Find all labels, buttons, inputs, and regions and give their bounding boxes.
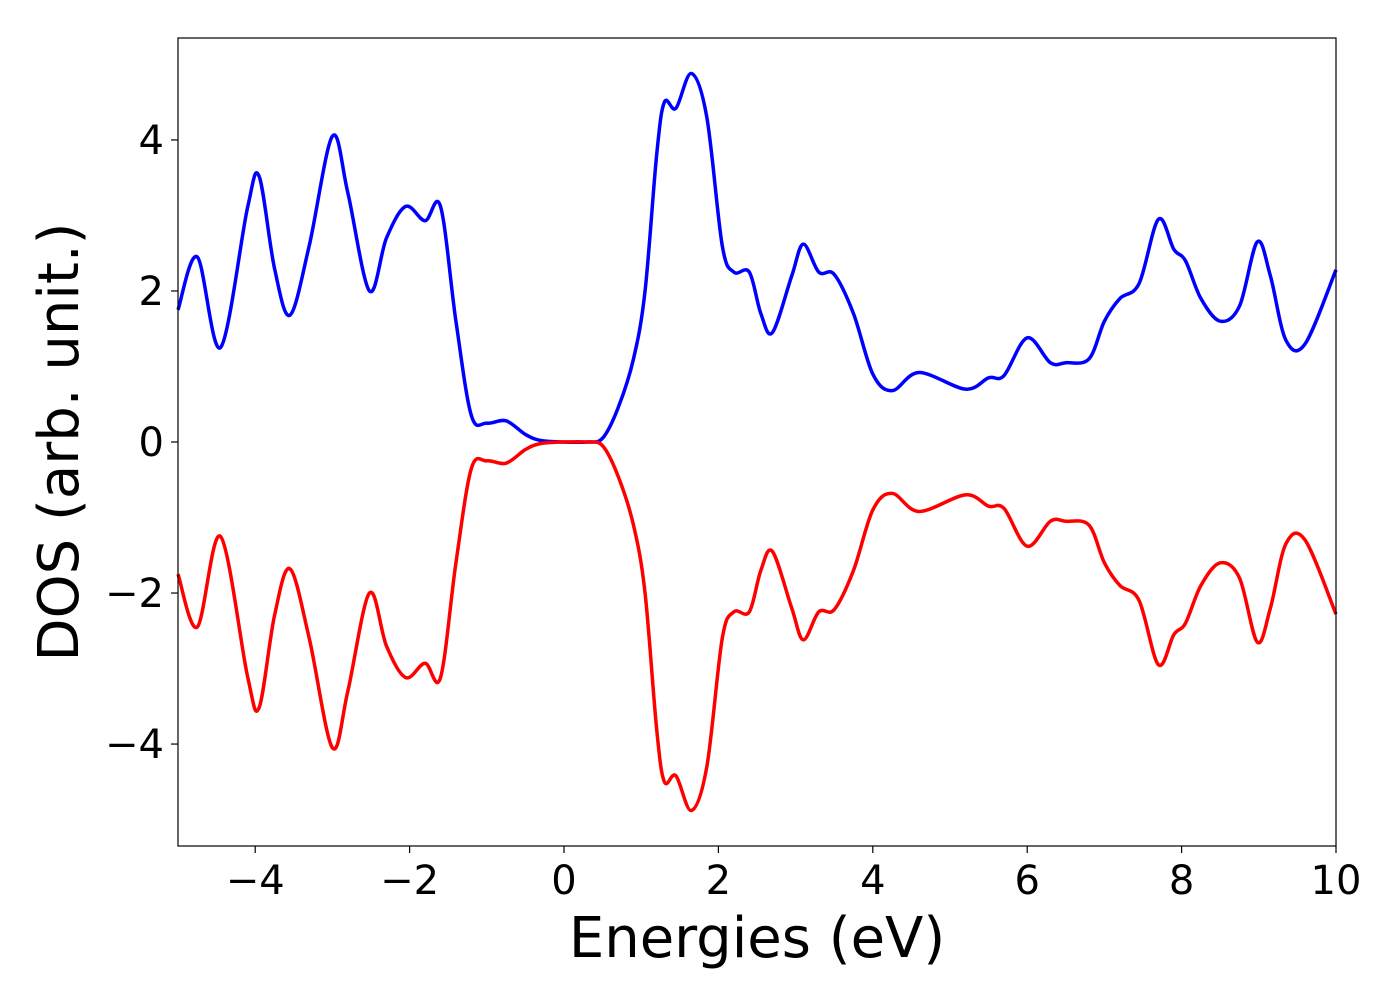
series-line-2 [176,439,1338,813]
x-axis-label: Energies (eV) [569,906,945,971]
x-tick-label: −2 [380,858,439,904]
series-layer [176,71,1338,813]
y-tick-label: −2 [105,571,164,617]
y-tick-label: 0 [139,420,164,466]
y-axis-ticks: −4 −2 0 2 4 [105,118,178,768]
x-tick-label: 8 [1169,858,1194,904]
y-tick-label: 4 [139,118,164,164]
y-axis-label: DOS (arb. unit.) [27,222,92,661]
y-tick-label: 2 [139,269,164,315]
x-tick-label: 4 [860,858,885,904]
x-tick-label: −4 [226,858,285,904]
x-tick-label: 2 [706,858,731,904]
x-tick-label: 6 [1014,858,1039,904]
x-axis-ticks: −4 −2 0 2 4 6 8 10 [226,846,1362,904]
x-tick-label: 0 [551,858,576,904]
y-tick-label: −4 [105,722,164,768]
x-tick-label: 10 [1311,858,1362,904]
series-line-1 [176,71,1338,445]
plot-frame [177,37,1337,847]
